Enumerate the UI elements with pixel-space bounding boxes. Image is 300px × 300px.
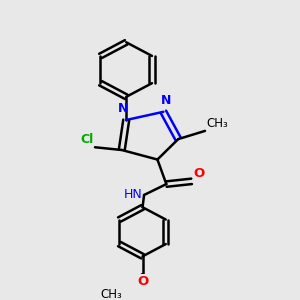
Text: O: O	[137, 275, 148, 288]
Text: CH₃: CH₃	[100, 288, 122, 300]
Text: HN: HN	[124, 188, 142, 202]
Text: N: N	[118, 102, 128, 115]
Text: O: O	[193, 167, 204, 180]
Text: N: N	[161, 94, 172, 107]
Text: Cl: Cl	[80, 133, 94, 146]
Text: CH₃: CH₃	[206, 116, 228, 130]
